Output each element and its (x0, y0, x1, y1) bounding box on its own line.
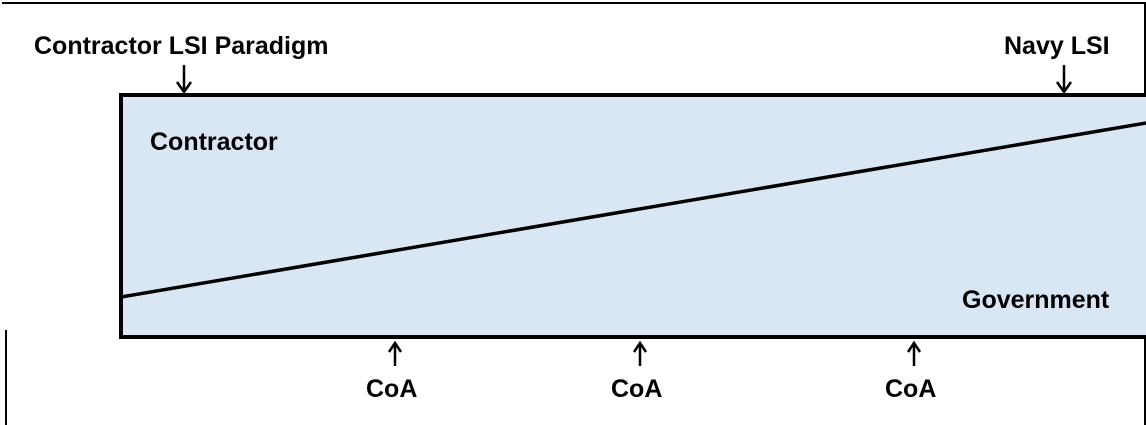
arrow-up-coa-2 (632, 340, 648, 366)
arrow-down-navy-lsi (1055, 65, 1073, 95)
contractor-region-label: Contractor (150, 128, 278, 156)
navy-lsi-label: Navy LSI (1004, 32, 1110, 60)
government-region-label: Government (962, 286, 1110, 314)
coa-label-1: CoA (366, 375, 418, 403)
coa-label-3: CoA (885, 375, 937, 403)
responsibility-divider-line (120, 121, 1146, 299)
arrow-up-coa-3 (906, 340, 922, 366)
contractor-lsi-paradigm-label: Contractor LSI Paradigm (34, 32, 329, 60)
arrow-down-contractor-lsi (175, 65, 193, 95)
arrow-up-coa-1 (387, 340, 403, 366)
coa-label-2: CoA (611, 375, 663, 403)
transition-box (119, 93, 1146, 339)
